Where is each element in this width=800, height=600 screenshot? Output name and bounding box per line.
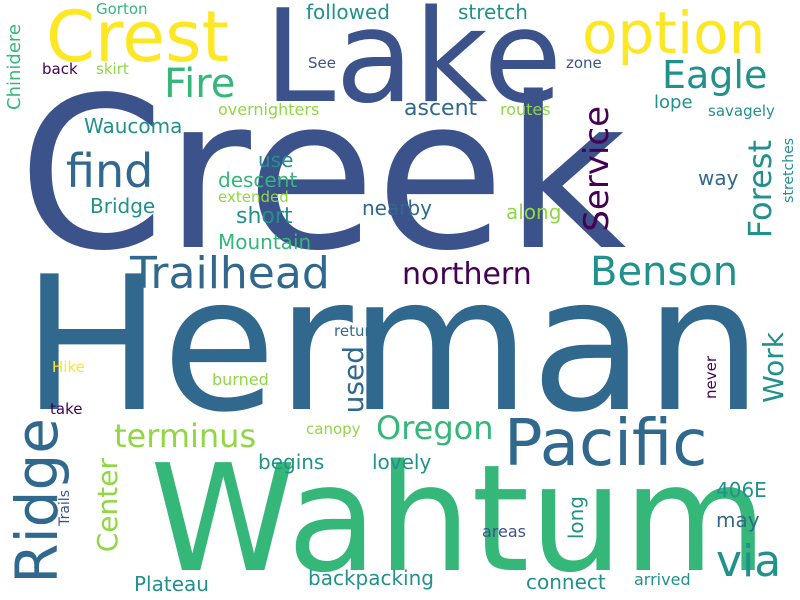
word-arrived: arrived	[634, 570, 691, 589]
word-via: via	[716, 536, 782, 587]
word-trailhead: Trailhead	[130, 248, 330, 299]
word-benson: Benson	[590, 249, 739, 295]
word-burned: burned	[212, 370, 269, 389]
word-see: See	[308, 54, 336, 72]
word-406e: 406E	[716, 478, 767, 502]
word-nearby: nearby	[362, 196, 432, 220]
word-crest: Crest	[46, 0, 230, 78]
word-creek: Creek	[18, 52, 627, 297]
word-fire: Fire	[164, 61, 236, 107]
word-lope: lope	[654, 92, 693, 113]
word-work: Work	[757, 332, 790, 403]
word-savagely: savagely	[708, 102, 775, 120]
word-wahtum: Wahtum	[150, 433, 768, 600]
word-take: take	[50, 400, 83, 418]
word-waucoma: Waucoma	[84, 114, 183, 138]
word-return: return	[334, 322, 380, 340]
word-ascent: ascent	[404, 96, 478, 121]
word-overnighters: overnighters	[218, 100, 320, 119]
word-gorton: Gorton	[96, 0, 148, 18]
word-backpacking: backpacking	[308, 566, 434, 590]
word-zone: zone	[566, 54, 602, 72]
word-canopy: canopy	[306, 420, 361, 438]
word-skirt: skirt	[96, 60, 129, 78]
word-service: Service	[577, 106, 617, 232]
word-terminus: terminus	[114, 417, 257, 455]
word-may: may	[716, 508, 760, 532]
word-herman: Herman	[22, 236, 763, 453]
word-lovely: lovely	[372, 450, 432, 474]
word-bridge: Bridge	[90, 194, 156, 218]
word-chinidere: Chinidere	[4, 24, 25, 110]
word-long: long	[564, 496, 588, 540]
word-oregon: Oregon	[376, 409, 494, 447]
word-lake: Lake	[264, 0, 563, 132]
word-short: short	[236, 204, 293, 229]
word-stretch: stretch	[458, 0, 528, 24]
word-hike: Hike	[52, 358, 85, 376]
word-way: way	[698, 166, 739, 190]
word-back: back	[42, 60, 78, 78]
word-eagle: Eagle	[662, 53, 768, 97]
word-mountain: Mountain	[218, 230, 312, 254]
word-areas: areas	[482, 522, 527, 541]
word-routes: routes	[500, 100, 551, 119]
word-used: used	[337, 346, 370, 414]
word-northern: northern	[402, 257, 532, 292]
word-along: along	[506, 200, 562, 224]
word-extended: extended	[218, 188, 289, 206]
word-connect: connect	[526, 570, 606, 594]
word-pacific: Pacific	[504, 407, 708, 481]
word-plateau: Plateau	[134, 572, 209, 596]
word-forest: Forest	[741, 140, 779, 239]
word-descent: descent	[218, 168, 298, 192]
word-trails: Trails	[57, 490, 73, 526]
word-find: find	[66, 144, 154, 198]
word-center: Center	[91, 458, 124, 553]
word-use: use	[258, 148, 294, 172]
word-option: option	[582, 0, 766, 67]
word-never: never	[702, 356, 720, 400]
word-stretches: stretches	[781, 138, 797, 203]
word-begins: begins	[258, 450, 325, 474]
word-followed: followed	[306, 0, 390, 24]
